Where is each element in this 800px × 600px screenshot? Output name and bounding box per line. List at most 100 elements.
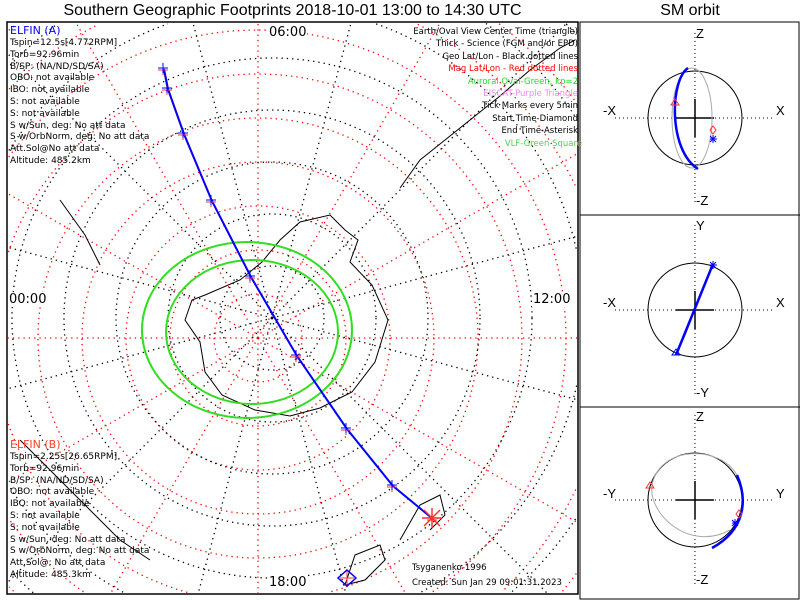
sm1-bottom: -Z xyxy=(696,193,709,208)
info-line: S: not available xyxy=(10,108,80,119)
sm3-top: Z xyxy=(696,409,704,424)
info-line: S w/OrbNorm, deg: No att data xyxy=(10,132,150,143)
legend-item: EISCAT-Purple Triangle xyxy=(483,89,578,100)
mag-lon-line xyxy=(75,22,259,339)
sm3-left: -Y xyxy=(603,486,616,501)
sm1-left: -X xyxy=(603,103,616,118)
elfin-a-tick xyxy=(245,271,255,281)
geo-lon-line xyxy=(7,53,273,319)
legend: Earth/Oval View Center Time (triangle) T… xyxy=(413,26,582,150)
start-diamond xyxy=(336,568,358,588)
legend-item: End Time-Asterisk xyxy=(501,126,578,137)
elfin-a-tick xyxy=(158,63,168,73)
mag-lon-line xyxy=(7,337,259,483)
elfin-a-track xyxy=(163,68,434,520)
start-diamond-b xyxy=(340,571,354,585)
mag-lat-circle xyxy=(213,293,303,383)
info-line: S: not available xyxy=(10,96,80,107)
mag-lat-circle xyxy=(8,29,567,593)
orbit-near-side xyxy=(673,66,699,171)
geo-lon-line xyxy=(271,317,548,594)
geo-lat-circle xyxy=(11,57,533,579)
info-line: B/SP: (NA/ND/SD/SA) xyxy=(10,61,104,72)
sm-title: SM orbit xyxy=(660,2,720,19)
geo-lat-circle xyxy=(8,23,578,593)
legend-item: Geo Lat/Lon - Black dotted lines xyxy=(442,51,578,62)
elfin-b-track xyxy=(162,67,433,519)
earth-cross xyxy=(676,481,714,519)
info-line: Torb=92.96min xyxy=(10,49,80,60)
elfin-a-name: ELFIN (A) xyxy=(10,24,61,37)
start-diamond xyxy=(735,509,743,519)
start-diamond xyxy=(709,125,717,135)
mlt-label-left: 00:00 xyxy=(8,292,48,307)
sm1-top: Z xyxy=(696,26,704,41)
legend-item: Auroral Oval-Green, kp=2 xyxy=(467,76,578,87)
mag-lon-line xyxy=(257,337,578,523)
sm3-bottom: -Z xyxy=(696,572,709,587)
end-asterisk xyxy=(422,508,442,528)
orbit-near-side xyxy=(674,263,715,356)
auroral-oval xyxy=(141,241,353,419)
elfin-a-tick xyxy=(341,423,351,433)
legend-item: Tick Marks every 5min xyxy=(482,101,578,112)
geo-lat-circle xyxy=(63,109,481,527)
geo-lat-circle xyxy=(9,22,577,594)
info-line: S w/Sun, deg: No att data xyxy=(10,120,126,131)
elfin-a-tick xyxy=(206,195,216,205)
mag-lon-line xyxy=(7,193,259,339)
info-line: S: not available xyxy=(10,510,80,521)
map-frame xyxy=(6,21,579,595)
legend-item: Earth/Oval View Center Time (triangle) xyxy=(413,27,578,37)
sm1-right: X xyxy=(776,103,785,118)
sm3-right: Y xyxy=(776,486,785,501)
elfin-a-tick xyxy=(387,480,397,490)
elfin-a-info: ELFIN (A) Tspin=12.5s[4.772RPM] Torb=92.… xyxy=(10,24,149,168)
elfin-b-name: ELFIN (B) xyxy=(10,438,61,451)
info-line: Tspin=2.25s[26.65RPM] xyxy=(10,452,118,462)
created-label: Created: Sun Jan 29 09:01:31 2023 xyxy=(412,578,562,588)
legend-item: Thick - Science (FGM and/or EPD) xyxy=(435,39,578,50)
mag-lon-line xyxy=(257,153,578,339)
sm-frame xyxy=(579,21,800,600)
elfin-a-tick xyxy=(178,128,188,138)
sm2-top: Y xyxy=(696,218,705,233)
info-line: OBO: not available xyxy=(10,73,95,84)
geo-lon-line xyxy=(197,317,273,594)
sm2-left: -X xyxy=(603,295,616,310)
info-line: IBO: not available xyxy=(10,85,90,96)
view-triangle xyxy=(671,348,681,356)
end-asterisk xyxy=(709,135,717,143)
geo-lat-circle xyxy=(115,161,429,475)
info-line: Altitude: 485.3km xyxy=(10,569,91,580)
mag-lon-line xyxy=(257,22,441,339)
legend-item: Mag Lat/Lon - Red dotted lines xyxy=(448,64,578,75)
info-line: Altitude: 485.2km xyxy=(10,155,91,166)
sm2-bottom: -Y xyxy=(696,385,709,400)
mlt-label-right: 12:00 xyxy=(532,292,572,307)
lat-lon-grid xyxy=(7,22,578,594)
legend-item: VLF-Green Square xyxy=(504,138,582,149)
info-line: Att.Sol@: No att data xyxy=(10,558,106,569)
elfin-trajectory xyxy=(158,63,442,588)
info-line: S w/Sun, deg: No att data xyxy=(10,534,126,545)
geo-lon-line xyxy=(271,317,347,594)
geo-lon-line xyxy=(7,317,273,390)
legend-item: Start Time-Diamond xyxy=(492,113,578,124)
info-line: S w/OrbNorm, deg: No att data xyxy=(10,546,150,557)
geo-lon-line xyxy=(192,22,273,319)
mag-lat-circle xyxy=(125,205,391,471)
mlt-label-top: 06:00 xyxy=(268,25,308,40)
earth-circle xyxy=(647,262,743,358)
view-triangle xyxy=(645,481,655,489)
info-line: S: not available xyxy=(10,522,80,533)
end-asterisk xyxy=(709,261,717,269)
geo-lon-line xyxy=(271,22,352,319)
geo-lon-line xyxy=(7,246,273,319)
sm-orbit-plots xyxy=(615,33,775,585)
earth-cross xyxy=(676,99,714,137)
mag-lat-circle xyxy=(7,73,523,594)
info-line: Torb=92.96min xyxy=(10,463,80,474)
sm2-right: X xyxy=(776,295,785,310)
